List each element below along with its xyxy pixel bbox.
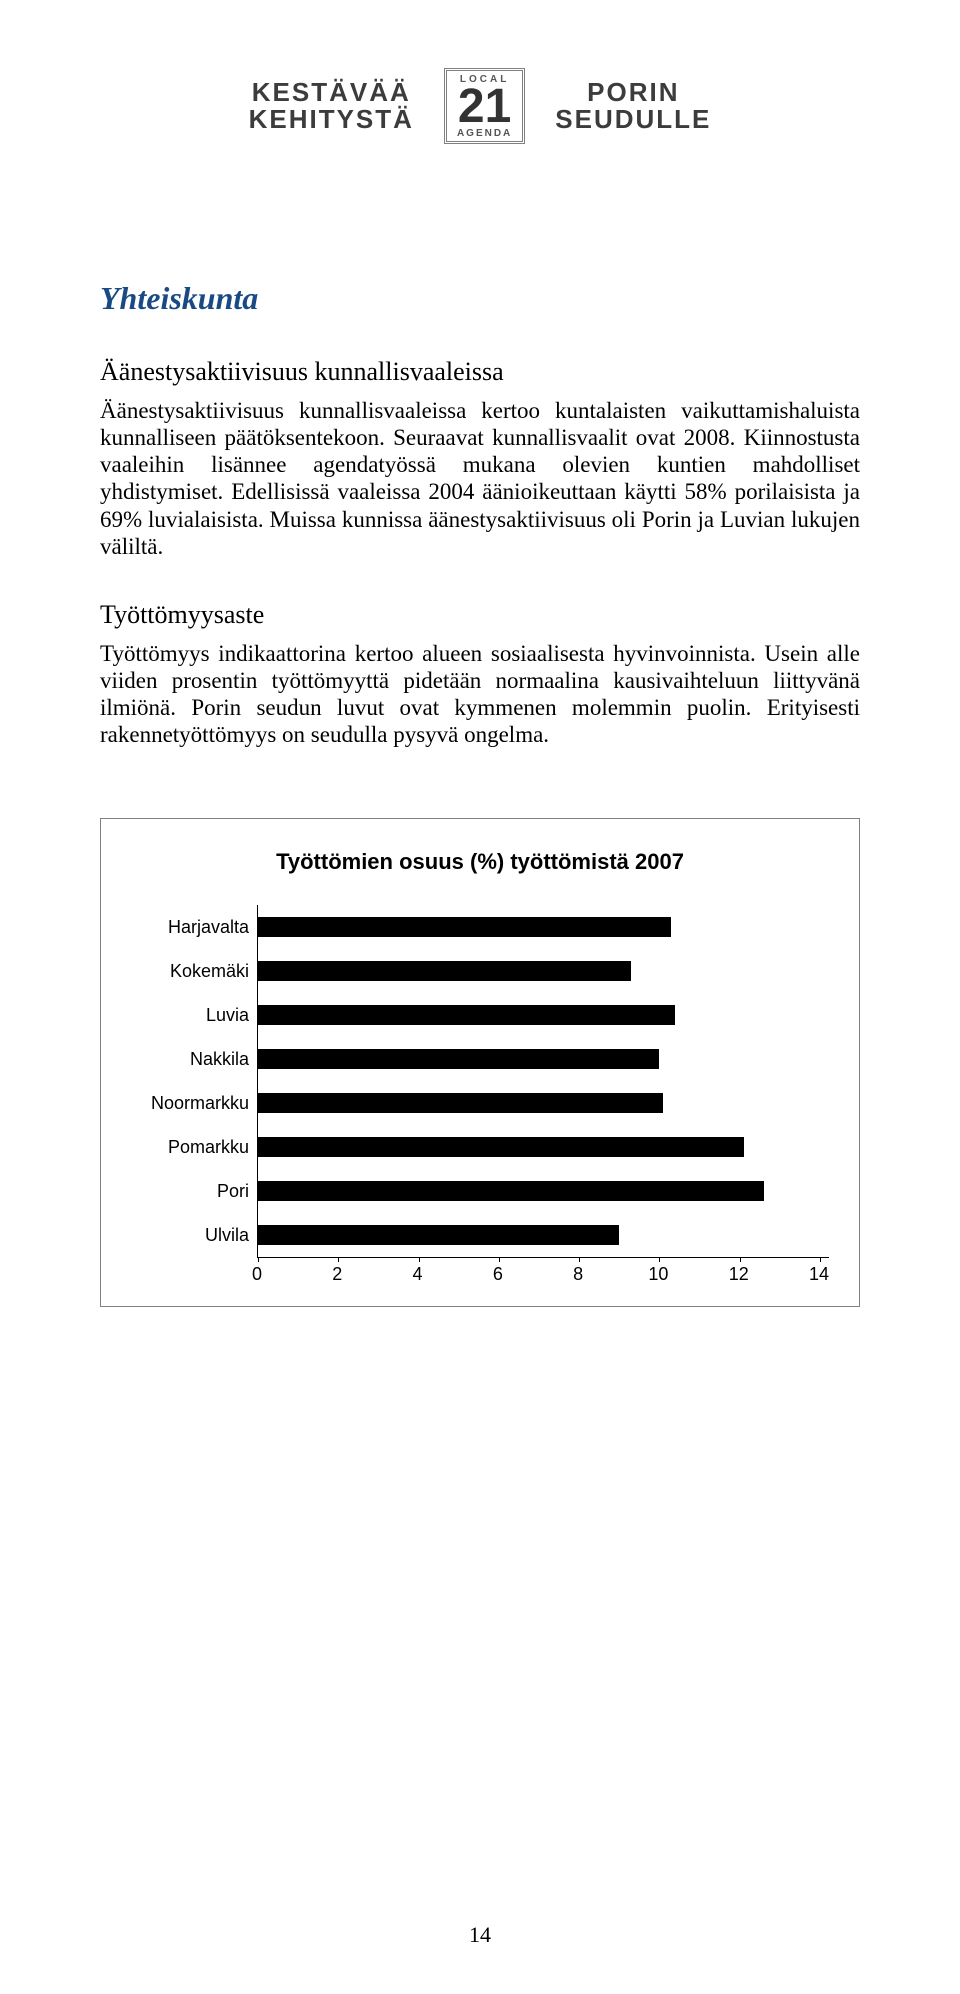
logo-21-label: 21 [458,85,511,128]
chart-category-label: Luvia [131,993,249,1037]
chart-tick-label: 6 [493,1264,503,1285]
chart-area: HarjavaltaKokemäkiLuviaNakkilaNoormarkku… [131,905,829,1258]
logo-center-badge: LOCAL 21 AGENDA [444,68,525,144]
logo-agenda-label: AGENDA [457,128,512,139]
page: KESTÄVÄÄ KEHITYSTÄ LOCAL 21 AGENDA PORIN… [0,0,960,1994]
chart-category-label: Pomarkku [131,1125,249,1169]
chart-category-label: Noormarkku [131,1081,249,1125]
chart-bar [258,1181,764,1201]
chart-tick-label: 8 [573,1264,583,1285]
logo-left-line2: KEHITYSTÄ [249,106,414,133]
chart-category-label: Pori [131,1169,249,1213]
body-text-1: Äänestysaktiivisuus kunnallisvaaleissa k… [100,397,860,560]
chart-tick-label: 10 [648,1264,668,1285]
chart-plot [257,905,829,1258]
chart-bar [258,961,631,981]
chart-x-axis: 02468101214 [257,1258,819,1286]
section-title: Yhteiskunta [100,280,860,317]
chart-tick-label: 2 [332,1264,342,1285]
chart-tick-label: 14 [809,1264,829,1285]
chart-container: Työttömien osuus (%) työttömistä 2007 Ha… [100,818,860,1307]
subhead-2: Työttömyysaste [100,600,860,630]
chart-bar [258,1005,675,1025]
chart-title: Työttömien osuus (%) työttömistä 2007 [131,849,829,875]
chart-bar [258,1225,619,1245]
logo-right: PORIN SEUDULLE [555,79,711,134]
logo-left-line1: KESTÄVÄÄ [249,79,414,106]
chart-bar [258,1137,744,1157]
chart-bar [258,1049,659,1069]
header-logo: KESTÄVÄÄ KEHITYSTÄ LOCAL 21 AGENDA PORIN… [140,46,820,166]
subhead-1: Äänestysaktiivisuus kunnallisvaaleissa [100,357,860,387]
body-text-2: Työttömyys indikaattorina kertoo alueen … [100,640,860,749]
chart-category-label: Nakkila [131,1037,249,1081]
content-area: Yhteiskunta Äänestysaktiivisuus kunnalli… [100,280,860,1307]
logo-right-line2: SEUDULLE [555,106,711,133]
chart-category-label: Ulvila [131,1213,249,1257]
chart-tick-label: 4 [413,1264,423,1285]
chart-category-labels: HarjavaltaKokemäkiLuviaNakkilaNoormarkku… [131,905,249,1258]
logo-left: KESTÄVÄÄ KEHITYSTÄ [249,79,414,134]
chart-category-label: Kokemäki [131,949,249,993]
chart-bar [258,917,671,937]
chart-tick [820,1257,821,1262]
page-number: 14 [0,1922,960,1948]
chart-category-label: Harjavalta [131,905,249,949]
chart-tick-label: 0 [252,1264,262,1285]
chart-bar [258,1093,663,1113]
chart-tick-label: 12 [729,1264,749,1285]
logo-right-line1: PORIN [555,79,711,106]
